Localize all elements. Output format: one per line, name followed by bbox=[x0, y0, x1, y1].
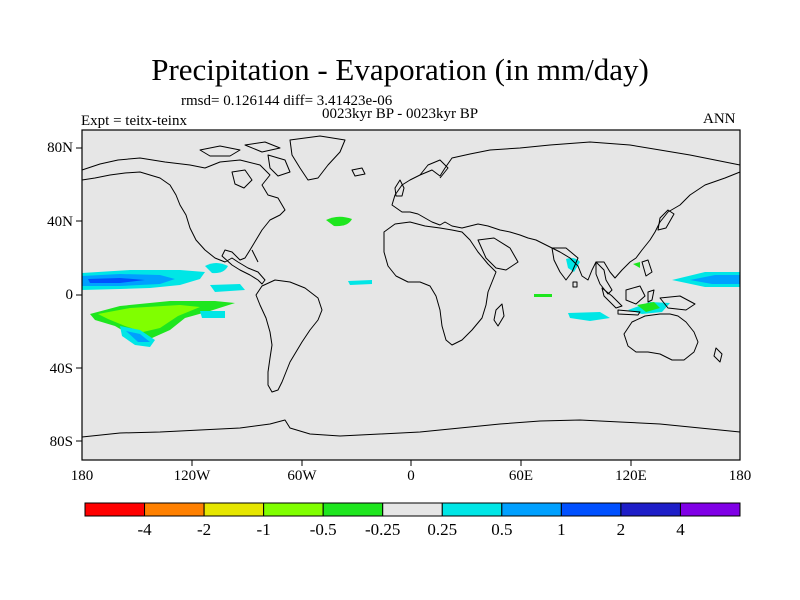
coast-new-zealand bbox=[713, 347, 723, 363]
x-tick-label: 120E bbox=[615, 468, 647, 484]
colorbar-label: 0.5 bbox=[491, 520, 513, 539]
colorbar-swatch bbox=[501, 502, 562, 517]
coast-new-guinea bbox=[659, 295, 696, 311]
coast-africa bbox=[383, 221, 497, 346]
y-tick-label: 40S bbox=[49, 361, 73, 377]
coast-se-asia bbox=[595, 261, 613, 295]
coast-japan bbox=[657, 209, 675, 231]
colorbar-label: 0.25 bbox=[427, 520, 458, 539]
coast-scandinavia bbox=[419, 159, 449, 179]
colorbar-swatch bbox=[84, 502, 146, 517]
x-tick-label: 120W bbox=[173, 468, 211, 484]
x-tick-label: 60W bbox=[287, 468, 317, 484]
colorbar-label: -4 bbox=[137, 520, 152, 539]
axis-ticks bbox=[76, 147, 632, 466]
x-tick-label: 60E bbox=[508, 468, 534, 484]
coast-florida bbox=[251, 249, 259, 263]
y-tick-label: 80S bbox=[49, 434, 73, 450]
coast-india bbox=[551, 247, 579, 281]
coast-madagascar bbox=[493, 303, 505, 327]
patch-spcz-yellowgreen bbox=[98, 305, 200, 332]
colorbar-label: 1 bbox=[557, 520, 566, 539]
patch-pacific-blue-core bbox=[88, 278, 145, 283]
coast-antarctica bbox=[81, 419, 741, 438]
coast-arctic-islands-1 bbox=[199, 145, 241, 157]
coast-north-america bbox=[81, 157, 286, 285]
colorbar-swatch bbox=[560, 502, 622, 517]
coast-philippines bbox=[641, 259, 653, 277]
colorbar-label: 4 bbox=[676, 520, 685, 539]
coast-australia bbox=[623, 313, 699, 361]
patch-blue-south-pacific bbox=[126, 331, 150, 342]
patch-cyan-central-pacific bbox=[210, 284, 245, 292]
plot-title: Precipitation - Evaporation (in mm/day) bbox=[151, 52, 649, 87]
colorbar-label: -1 bbox=[256, 520, 271, 539]
patch-green-equator bbox=[534, 294, 552, 297]
colorbar-swatch bbox=[679, 502, 741, 517]
colorbar-swatch bbox=[144, 502, 205, 517]
anomaly-patches bbox=[82, 216, 740, 347]
colorbar-swatch bbox=[382, 502, 443, 517]
patch-cyan-atlantic bbox=[348, 280, 372, 285]
patch-cyan-south-pacific-2 bbox=[200, 311, 225, 318]
colorbar-swatch bbox=[620, 502, 681, 517]
colorbar-swatch bbox=[441, 502, 503, 517]
coast-arctic-islands-2 bbox=[244, 141, 281, 153]
patch-cyan-east-pacific bbox=[205, 263, 228, 274]
coast-sumatra bbox=[601, 287, 623, 309]
patch-indian-cyan-south bbox=[568, 312, 610, 321]
coast-greenland bbox=[289, 135, 346, 181]
y-tick-label: 0 bbox=[65, 287, 74, 303]
coastlines bbox=[81, 135, 741, 438]
colorbar-swatch bbox=[263, 502, 324, 517]
map-background bbox=[82, 130, 740, 460]
colorbar bbox=[84, 502, 741, 517]
coast-britain bbox=[394, 179, 405, 197]
patch-blue-west-pacific bbox=[690, 275, 740, 284]
coast-srilanka bbox=[572, 281, 578, 288]
period-text: 0023kyr BP - 0023kyr BP bbox=[322, 106, 479, 122]
coast-arabia bbox=[477, 237, 519, 271]
patch-green-bay bbox=[633, 262, 640, 268]
colorbar-label: 2 bbox=[616, 520, 626, 539]
x-tick-label: 0 bbox=[407, 468, 415, 484]
y-tick-label: 80N bbox=[47, 140, 73, 156]
coast-south-america bbox=[255, 279, 323, 393]
colorbar-label: -0.5 bbox=[309, 520, 337, 539]
colorbar-swatch bbox=[203, 502, 265, 517]
colorbar-label: -0.25 bbox=[365, 520, 401, 539]
y-tick-label: 40N bbox=[47, 214, 73, 230]
x-tick-label: 180 bbox=[728, 468, 752, 484]
experiment-label: Expt = teitx-teinx bbox=[81, 113, 187, 129]
coast-eurasia bbox=[391, 141, 741, 281]
coast-sulawesi bbox=[647, 289, 655, 303]
coast-borneo bbox=[625, 285, 646, 305]
patch-green-maritime bbox=[637, 302, 660, 312]
x-tick-label: 180 bbox=[70, 468, 94, 484]
coast-baffin bbox=[267, 154, 291, 177]
coast-iceland bbox=[351, 167, 366, 177]
colorbar-swatch bbox=[322, 502, 384, 517]
stats-text: rmsd= 0.126144 diff= 3.41423e-06 bbox=[181, 93, 393, 109]
coast-hudson-bay bbox=[231, 169, 253, 189]
patch-north-atlantic-green bbox=[326, 216, 352, 227]
season-label: ANN bbox=[703, 111, 736, 127]
coast-java bbox=[617, 309, 641, 316]
colorbar-label: -2 bbox=[196, 520, 212, 539]
